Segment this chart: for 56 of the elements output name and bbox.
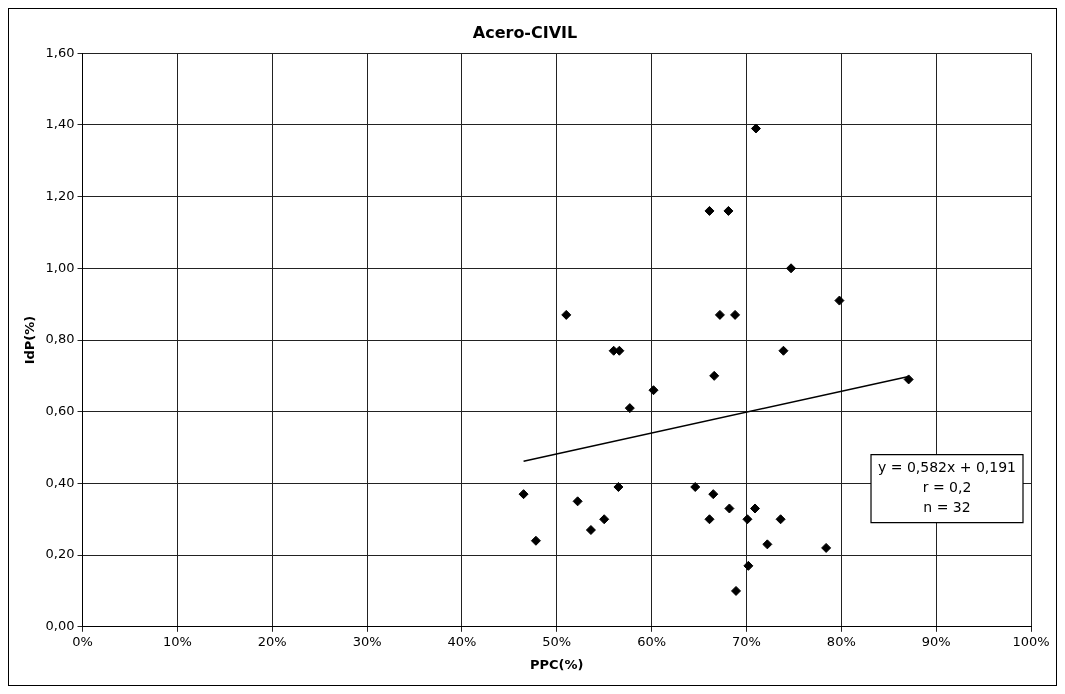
- point: [585, 525, 596, 536]
- point: [731, 585, 742, 596]
- point: [561, 309, 572, 320]
- y-tick-label: 1,40: [45, 116, 75, 132]
- x-tick-label: 20%: [257, 633, 287, 649]
- y-tick-label: 0,80: [45, 331, 75, 347]
- x-tick-label: 90%: [921, 633, 951, 649]
- x-tick-label: 50%: [542, 633, 572, 649]
- point: [714, 309, 725, 320]
- y-tick-label: 1,20: [45, 187, 75, 203]
- point: [821, 542, 832, 553]
- x-tick-label: 30%: [352, 633, 382, 649]
- y-tick-label: 0,60: [45, 403, 75, 419]
- y-tick-label: 0,20: [45, 546, 75, 562]
- annotation: n = 32: [923, 499, 971, 516]
- point: [624, 403, 635, 414]
- x-tick-label: 10%: [162, 633, 192, 649]
- y-tick-label: 1,60: [45, 44, 75, 60]
- point: [648, 385, 659, 396]
- annotation: y = 0,582x + 0,191: [878, 459, 1016, 476]
- point: [599, 514, 610, 525]
- point: [724, 503, 735, 514]
- point: [572, 496, 583, 507]
- annotation: r = 0,2: [922, 479, 972, 496]
- point: [750, 503, 760, 514]
- point: [704, 514, 715, 525]
- point: [723, 205, 734, 216]
- point: [742, 514, 753, 525]
- point: [834, 295, 845, 306]
- point: [743, 560, 754, 571]
- y-tick-label: 0,00: [45, 618, 75, 634]
- point: [690, 481, 701, 492]
- point: [750, 123, 761, 134]
- x-tick-label: 40%: [447, 633, 477, 649]
- x-tick-label: 0%: [72, 633, 93, 649]
- point: [709, 370, 720, 381]
- point: [903, 374, 914, 385]
- point: [786, 263, 797, 274]
- point: [708, 489, 719, 500]
- point: [518, 489, 529, 500]
- y-axis-title: IdP(%): [22, 315, 38, 365]
- x-axis-title: PPC(%): [530, 656, 584, 672]
- x-tick-label: 70%: [732, 633, 761, 649]
- point: [704, 205, 715, 216]
- point: [730, 309, 741, 320]
- point: [775, 514, 786, 525]
- point: [530, 535, 541, 546]
- x-tick-label: 100%: [1012, 633, 1050, 649]
- point: [778, 345, 789, 356]
- x-tick-label: 60%: [637, 633, 667, 649]
- x-tick-label: 80%: [826, 633, 856, 649]
- point: [613, 481, 624, 492]
- chart-title: Acero-CIVIL: [472, 22, 578, 42]
- y-tick-label: 0,40: [45, 474, 75, 490]
- point: [762, 539, 773, 550]
- y-tick-label: 1,00: [45, 259, 75, 275]
